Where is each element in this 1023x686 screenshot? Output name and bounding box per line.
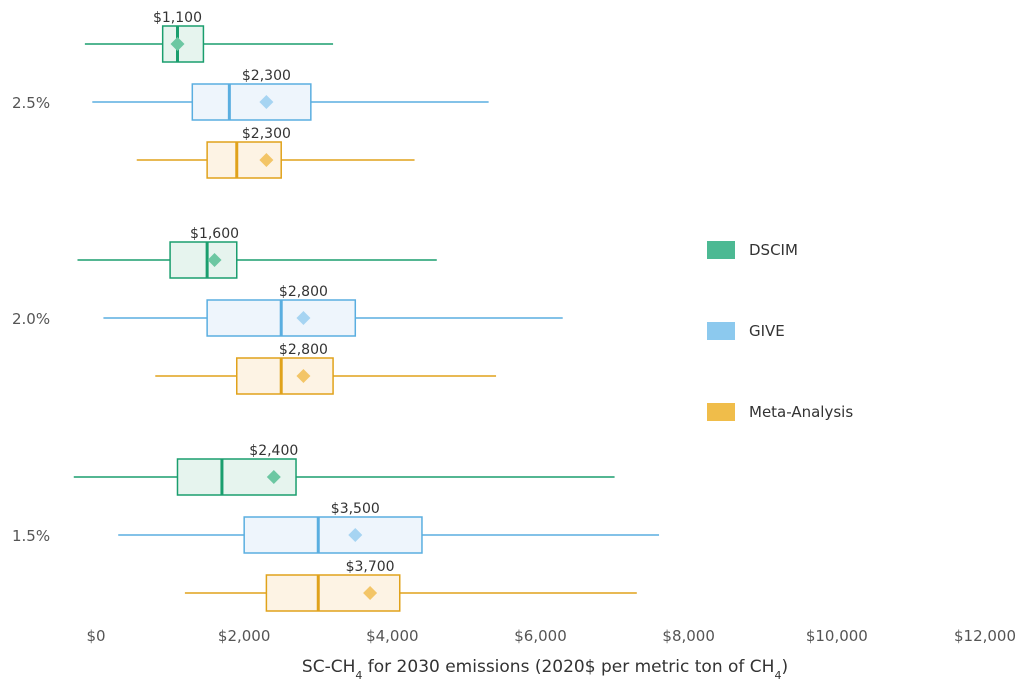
legend-label: Meta-Analysis — [749, 403, 853, 421]
legend-swatch — [707, 241, 735, 259]
mean-label: $2,800 — [279, 284, 328, 300]
x-tick-label: $0 — [86, 627, 105, 645]
mean-label: $3,500 — [331, 501, 380, 517]
legend-item: GIVE — [707, 322, 785, 340]
mean-marker — [259, 153, 274, 167]
mean-label: $3,700 — [346, 559, 395, 575]
iqr-box — [243, 516, 423, 554]
iqr-box — [236, 357, 334, 395]
group-label: 2.5% — [12, 94, 50, 112]
mean-label: $2,300 — [242, 68, 291, 84]
legend-item: DSCIM — [707, 241, 798, 259]
x-tick-label: $6,000 — [514, 627, 567, 645]
x-axis: $0 $2,000 $4,000 $6,000 $8,000 $10,000 $12,000 — [86, 627, 1016, 645]
mean-marker — [259, 95, 274, 109]
mean-label: $1,100 — [153, 10, 202, 26]
mean-marker — [363, 586, 378, 600]
box-give: $3,500 — [118, 501, 660, 554]
y-axis-group-labels: 2.5% 2.0% 1.5% — [12, 94, 50, 545]
iqr-box — [191, 83, 312, 121]
box-group: $1,100 $2,300 $2,300 — [84, 10, 489, 179]
mean-marker — [170, 37, 185, 51]
group-label: 1.5% — [12, 527, 50, 545]
mean-marker — [207, 253, 222, 267]
box-meta-analysis: $2,800 — [155, 342, 497, 395]
box-meta-analysis: $3,700 — [184, 559, 637, 612]
mean-marker — [296, 369, 311, 383]
mean-marker — [296, 311, 311, 325]
legend-label: DSCIM — [749, 241, 798, 259]
mean-label: $2,800 — [279, 342, 328, 358]
iqr-box — [265, 574, 401, 612]
iqr-box — [169, 241, 238, 279]
x-tick-label: $10,000 — [806, 627, 868, 645]
box-dscim: $2,400 — [73, 443, 615, 496]
boxes-layer: $1,100 $2,300 $2,300 $1,600 $2,800 $2,800 $2,4… — [73, 10, 660, 612]
box-group: $1,600 $2,800 $2,800 — [77, 226, 563, 395]
legend-swatch — [707, 322, 735, 340]
legend-swatch — [707, 403, 735, 421]
box-dscim: $1,600 — [77, 226, 437, 279]
mean-label: $2,400 — [249, 443, 298, 459]
box-give: $2,300 — [92, 68, 489, 121]
legend: DSCIM GIVE Meta-Analysis — [707, 241, 853, 421]
box-dscim: $1,100 — [84, 10, 334, 63]
box-group: $2,400 $3,500 $3,700 — [73, 443, 660, 612]
x-tick-label: $8,000 — [662, 627, 715, 645]
x-tick-label: $4,000 — [366, 627, 419, 645]
legend-item: Meta-Analysis — [707, 403, 853, 421]
mean-label: $2,300 — [242, 126, 291, 142]
mean-marker — [266, 470, 281, 484]
group-label: 2.0% — [12, 310, 50, 328]
box-meta-analysis: $2,300 — [136, 126, 415, 179]
x-tick-label: $12,000 — [954, 627, 1016, 645]
x-axis-title: SC-CH4 for 2030 emissions (2020$ per met… — [302, 657, 788, 682]
box-give: $2,800 — [103, 284, 563, 337]
mean-label: $1,600 — [190, 226, 239, 242]
mean-marker — [348, 528, 363, 542]
legend-label: GIVE — [749, 322, 785, 340]
x-tick-label: $2,000 — [218, 627, 271, 645]
